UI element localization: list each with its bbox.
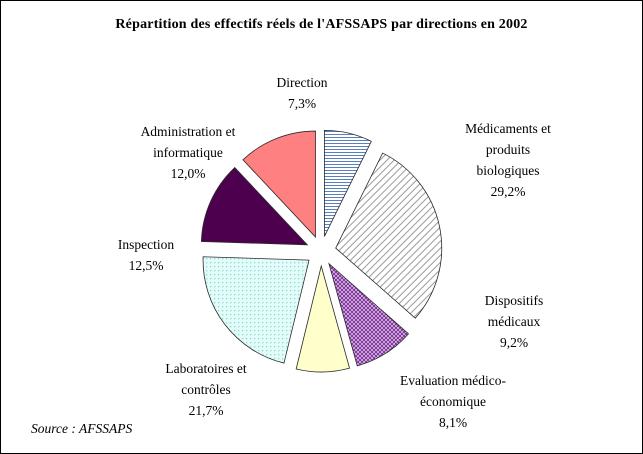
slice-label-medicaments: Médicaments et produits biologiques 29,2… xyxy=(453,118,563,202)
slice-label-text: Médicaments et produits biologiques xyxy=(465,121,551,178)
slice-label-pct: 21,7% xyxy=(188,403,224,418)
pie-slice-administration xyxy=(242,130,316,239)
pie-slice-inspection xyxy=(200,166,309,246)
pie-slice-evaluation xyxy=(295,264,351,373)
slice-label-pct: 29,2% xyxy=(490,184,526,199)
pie-slice-direction xyxy=(324,129,372,237)
slice-label-text: Evaluation médico-économique xyxy=(399,373,507,409)
slice-label-text: Inspection xyxy=(117,237,175,252)
slice-label-pct: 12,5% xyxy=(128,258,164,273)
slice-label-pct: 8,1% xyxy=(438,415,468,430)
slice-label-pct: 9,2% xyxy=(499,335,529,350)
slice-label-administration: Administration et informatique 12,0% xyxy=(118,121,258,184)
slice-label-evaluation: Evaluation médico-économique 8,1% xyxy=(373,370,533,433)
slice-label-dispositifs: Dispositifs médicaux 9,2% xyxy=(459,290,569,353)
chart-title: Répartition des effectifs réels de l'AFS… xyxy=(115,17,528,32)
pie-slice-dispositifs xyxy=(328,262,410,367)
slice-label-direction: Direction 7,3% xyxy=(242,72,362,114)
slice-label-pct: 7,3% xyxy=(287,96,317,111)
pie-slice-laboratoires xyxy=(202,256,310,364)
slice-label-text: Administration et informatique xyxy=(140,124,236,160)
slice-label-inspection: Inspection 12,5% xyxy=(94,234,198,276)
slice-label-text: Laboratoires et contrôles xyxy=(165,361,247,397)
slice-label-text: Direction xyxy=(276,75,328,90)
slice-label-pct: 12,0% xyxy=(170,166,206,181)
pie-slice-medicaments xyxy=(335,152,443,319)
pie-slices-group xyxy=(200,129,443,373)
source-note: Source : AFSSAPS xyxy=(31,421,133,436)
slice-label-laboratoires: Laboratoires et contrôles 21,7% xyxy=(146,358,266,421)
slice-label-text: Dispositifs médicaux xyxy=(484,293,544,329)
